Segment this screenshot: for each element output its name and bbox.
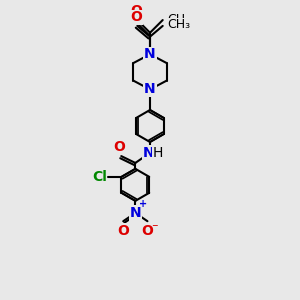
Text: +: + [139,200,147,209]
Text: N: N [144,82,156,96]
Text: CH₃: CH₃ [167,18,190,32]
Text: CH₃: CH₃ [168,13,191,26]
Text: O: O [117,224,129,238]
Text: O: O [113,140,125,154]
Text: O: O [142,224,153,238]
Text: O: O [130,4,142,18]
Text: N: N [142,146,154,160]
Text: N: N [144,47,156,61]
Text: O: O [130,10,142,24]
Text: N: N [130,206,141,220]
Text: Cl: Cl [92,170,107,184]
Text: ⁻: ⁻ [152,222,158,235]
Text: H: H [152,146,163,160]
